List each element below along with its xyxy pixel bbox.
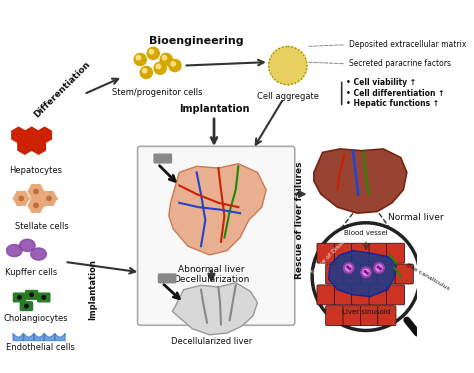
Text: Cell aggregate: Cell aggregate	[257, 92, 319, 101]
Text: Bile canaliculus: Bile canaliculus	[405, 262, 450, 291]
Circle shape	[42, 296, 46, 299]
Circle shape	[349, 268, 351, 270]
Circle shape	[363, 269, 369, 275]
FancyBboxPatch shape	[343, 264, 361, 284]
Circle shape	[142, 69, 147, 73]
Text: Abnormal liver: Abnormal liver	[178, 265, 245, 274]
FancyBboxPatch shape	[386, 243, 405, 263]
Text: Differentiation: Differentiation	[32, 60, 92, 120]
Text: Deposited extracellular matrix: Deposited extracellular matrix	[349, 40, 466, 49]
Text: Kupffer cells: Kupffer cells	[6, 268, 58, 277]
Circle shape	[34, 189, 38, 194]
Circle shape	[361, 267, 371, 278]
Circle shape	[171, 62, 175, 66]
Text: Bioengineering: Bioengineering	[149, 36, 244, 46]
Text: Blood vessel: Blood vessel	[344, 230, 388, 236]
Text: Endothelial cells: Endothelial cells	[6, 344, 75, 352]
FancyBboxPatch shape	[378, 264, 396, 284]
Circle shape	[30, 293, 33, 297]
FancyBboxPatch shape	[369, 243, 387, 263]
FancyBboxPatch shape	[13, 293, 26, 302]
Text: Decellularized liver: Decellularized liver	[171, 338, 252, 347]
Ellipse shape	[7, 244, 22, 257]
Circle shape	[376, 265, 382, 271]
Text: • Cell viability ↑: • Cell viability ↑	[346, 78, 416, 87]
Ellipse shape	[19, 239, 35, 251]
Text: Implantation: Implantation	[88, 259, 97, 320]
Text: Liver sinusoid: Liver sinusoid	[342, 309, 390, 315]
FancyBboxPatch shape	[317, 285, 335, 305]
Circle shape	[312, 223, 420, 330]
FancyBboxPatch shape	[369, 285, 387, 305]
Circle shape	[366, 272, 368, 274]
Text: Decellularization: Decellularization	[173, 275, 250, 284]
Circle shape	[374, 263, 384, 273]
FancyBboxPatch shape	[395, 264, 413, 284]
Text: Stem/progenitor cells: Stem/progenitor cells	[112, 88, 203, 97]
Circle shape	[169, 59, 181, 72]
FancyBboxPatch shape	[334, 243, 353, 263]
Circle shape	[347, 266, 349, 268]
Text: Space of Disse: Space of Disse	[310, 239, 347, 275]
Circle shape	[344, 263, 354, 273]
Polygon shape	[173, 283, 257, 335]
Circle shape	[147, 47, 159, 59]
Text: • Cell differentiation ↑: • Cell differentiation ↑	[346, 89, 445, 98]
Circle shape	[149, 50, 154, 54]
Circle shape	[269, 47, 307, 85]
FancyBboxPatch shape	[334, 285, 353, 305]
Text: Cholangiocytes: Cholangiocytes	[4, 314, 68, 323]
FancyBboxPatch shape	[343, 306, 361, 326]
FancyBboxPatch shape	[158, 274, 176, 283]
FancyBboxPatch shape	[360, 264, 379, 284]
FancyBboxPatch shape	[26, 291, 38, 299]
Circle shape	[162, 56, 167, 60]
Circle shape	[47, 196, 51, 201]
FancyBboxPatch shape	[326, 306, 344, 326]
Ellipse shape	[31, 248, 46, 260]
FancyBboxPatch shape	[378, 306, 396, 326]
Text: Rescue of liver failures: Rescue of liver failures	[295, 162, 304, 279]
Circle shape	[25, 304, 28, 308]
Text: Stellate cells: Stellate cells	[15, 222, 69, 231]
FancyBboxPatch shape	[352, 243, 370, 263]
FancyBboxPatch shape	[20, 302, 33, 310]
Text: Implantation: Implantation	[179, 104, 249, 114]
Text: Hepatocytes: Hepatocytes	[9, 166, 63, 175]
Circle shape	[140, 66, 152, 79]
FancyBboxPatch shape	[154, 154, 172, 163]
Circle shape	[137, 56, 141, 60]
Text: • Hepatic functions ↑: • Hepatic functions ↑	[346, 99, 439, 108]
FancyBboxPatch shape	[38, 293, 50, 302]
Circle shape	[156, 64, 161, 69]
Polygon shape	[169, 164, 266, 255]
Polygon shape	[328, 251, 396, 297]
FancyBboxPatch shape	[352, 285, 370, 305]
Text: Secreted paracrine factors: Secreted paracrine factors	[349, 59, 451, 68]
FancyBboxPatch shape	[386, 285, 405, 305]
FancyBboxPatch shape	[317, 243, 335, 263]
FancyBboxPatch shape	[137, 146, 295, 325]
Circle shape	[154, 62, 166, 74]
Circle shape	[18, 296, 21, 299]
Circle shape	[34, 203, 38, 207]
FancyBboxPatch shape	[326, 264, 344, 284]
Text: Normal liver: Normal liver	[388, 213, 443, 222]
Circle shape	[19, 196, 23, 201]
Polygon shape	[314, 149, 407, 213]
Circle shape	[377, 266, 379, 268]
Circle shape	[160, 53, 173, 66]
Circle shape	[134, 53, 146, 66]
Circle shape	[346, 265, 352, 271]
Circle shape	[380, 268, 381, 270]
Circle shape	[365, 270, 366, 272]
FancyBboxPatch shape	[360, 306, 379, 326]
